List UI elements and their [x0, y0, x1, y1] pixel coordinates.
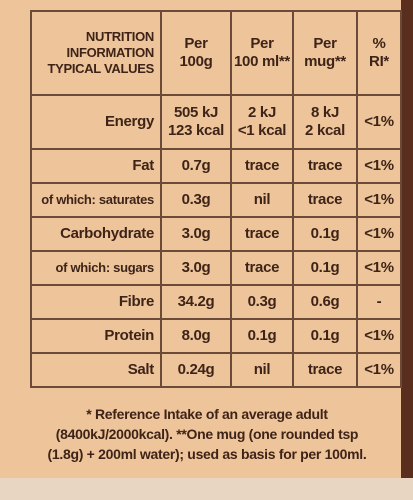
value-cell: 3.0g	[160, 250, 232, 286]
table-row: of which: sugars 3.0g trace 0.1g <1%	[30, 250, 402, 286]
cell-line: 2 kJ	[248, 104, 276, 121]
value-cell: 8.0g	[160, 318, 232, 354]
value-cell: 0.1g	[292, 216, 358, 252]
bottom-strip	[0, 478, 413, 500]
table-row: Fibre 34.2g 0.3g 0.6g -	[30, 284, 402, 320]
table-row: Protein 8.0g 0.1g 0.1g <1%	[30, 318, 402, 354]
cell-line: INFORMATION	[66, 45, 155, 60]
footnote-line: * Reference Intake of an average adult	[86, 406, 328, 422]
cell-line: 2 kcal	[305, 122, 345, 139]
row-label: Fat	[30, 148, 162, 184]
row-label: Protein	[30, 318, 162, 354]
edge-strip	[401, 0, 413, 500]
value-cell: <1%	[356, 94, 402, 150]
footnote-line: (1.8g) + 200ml water); used as basis for…	[47, 446, 367, 462]
value-cell: 8 kJ 2 kcal	[292, 94, 358, 150]
value-cell: <1%	[356, 148, 402, 184]
table-row: Fat 0.7g trace trace <1%	[30, 148, 402, 184]
value-cell: 0.7g	[160, 148, 232, 184]
value-cell: 34.2g	[160, 284, 232, 320]
table-row: Salt 0.24g nil trace <1%	[30, 352, 402, 388]
value-cell: <1%	[356, 250, 402, 286]
footnote: * Reference Intake of an average adult (8…	[22, 404, 392, 464]
header-label: NUTRITION INFORMATION TYPICAL VALUES	[30, 10, 162, 96]
cell-line: Per	[184, 35, 208, 52]
value-cell: trace	[230, 148, 294, 184]
cell-line: Per	[313, 35, 337, 52]
table-row: Energy 505 kJ 123 kcal 2 kJ <1 kcal 8 kJ 2 kca…	[30, 94, 402, 150]
table-row: of which: saturates 0.3g nil trace <1%	[30, 182, 402, 218]
value-cell: 0.24g	[160, 352, 232, 388]
cell-line: mug**	[304, 53, 346, 70]
value-cell: <1%	[356, 318, 402, 354]
cell-line: <1 kcal	[237, 122, 287, 139]
value-cell: -	[356, 284, 402, 320]
nutrition-table: NUTRITION INFORMATION TYPICAL VALUES Per 100…	[30, 10, 402, 388]
header-cell: Per 100 ml**	[230, 10, 294, 96]
value-cell: trace	[230, 250, 294, 286]
row-label: of which: sugars	[30, 250, 162, 286]
cell-line: NUTRITION	[85, 29, 154, 44]
value-cell: 0.3g	[160, 182, 232, 218]
row-label: Salt	[30, 352, 162, 388]
cell-line: 100 ml**	[234, 53, 290, 70]
table-row: Carbohydrate 3.0g trace 0.1g <1%	[30, 216, 402, 252]
value-cell: trace	[230, 216, 294, 252]
value-cell: <1%	[356, 352, 402, 388]
value-cell: trace	[292, 352, 358, 388]
header-row: NUTRITION INFORMATION TYPICAL VALUES Per 100…	[30, 10, 402, 96]
cell-line: Per	[250, 35, 274, 52]
value-cell: 0.3g	[230, 284, 294, 320]
row-label: of which: saturates	[30, 182, 162, 218]
cell-line: TYPICAL VALUES	[47, 61, 154, 76]
value-cell: 505 kJ 123 kcal	[160, 94, 232, 150]
value-cell: 0.1g	[292, 318, 358, 354]
cell-line: %	[372, 35, 386, 52]
value-cell: 2 kJ <1 kcal	[230, 94, 294, 150]
cell-line: 505 kJ	[173, 104, 219, 121]
value-cell: nil	[230, 352, 294, 388]
value-cell: <1%	[356, 216, 402, 252]
value-cell: 0.1g	[230, 318, 294, 354]
row-label: Energy	[30, 94, 162, 150]
header-cell: % RI*	[356, 10, 402, 96]
value-cell: 3.0g	[160, 216, 232, 252]
value-cell: trace	[292, 182, 358, 218]
footnote-line: (8400kJ/2000kcal). **One mug (one rounde…	[55, 426, 359, 442]
cell-line: RI*	[369, 53, 389, 70]
cell-line: 100g	[179, 53, 213, 70]
header-cell: Per mug**	[292, 10, 358, 96]
cell-line: 123 kcal	[168, 122, 224, 139]
row-label: Carbohydrate	[30, 216, 162, 252]
value-cell: trace	[292, 148, 358, 184]
value-cell: <1%	[356, 182, 402, 218]
value-cell: 0.1g	[292, 250, 358, 286]
value-cell: 0.6g	[292, 284, 358, 320]
header-cell: Per 100g	[160, 10, 232, 96]
cell-line: 8 kJ	[311, 104, 339, 121]
row-label: Fibre	[30, 284, 162, 320]
value-cell: nil	[230, 182, 294, 218]
